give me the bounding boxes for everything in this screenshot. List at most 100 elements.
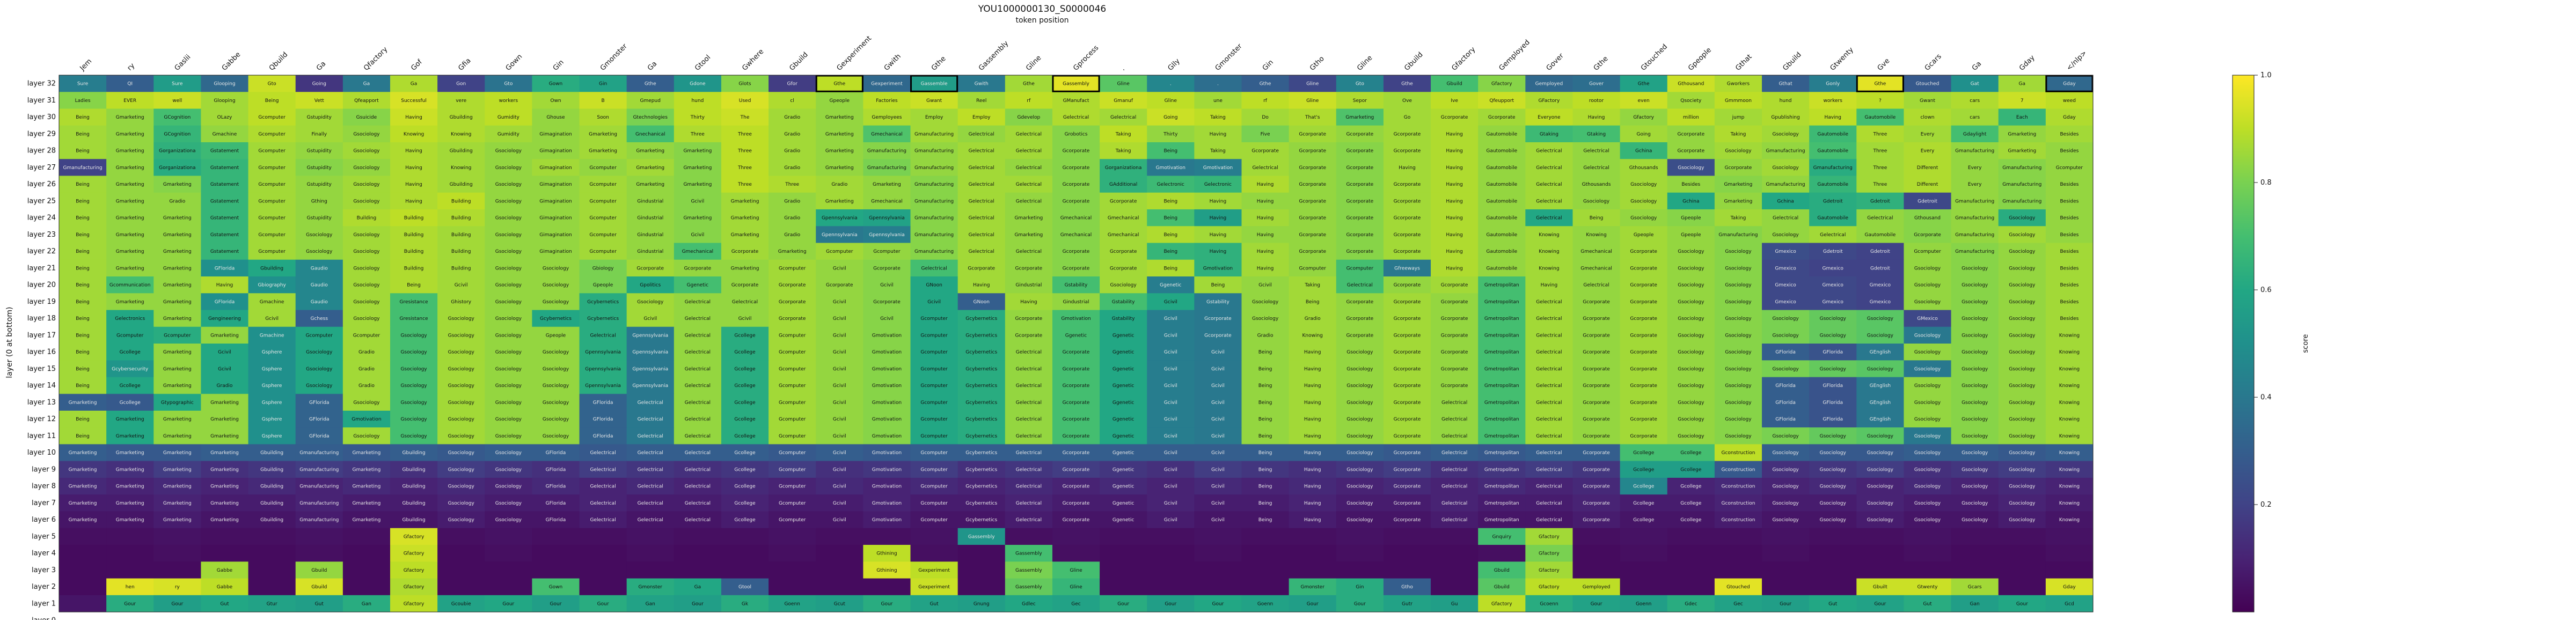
cell-label: Gmarketing bbox=[116, 115, 144, 120]
heatmap-cell bbox=[1904, 393, 1952, 411]
heatmap-cell bbox=[1194, 243, 1242, 260]
cell-label: Glooping bbox=[214, 82, 235, 87]
heatmap-cell bbox=[532, 444, 580, 462]
heatmap-cell bbox=[1998, 411, 2046, 428]
cell-label: Gmarketing bbox=[731, 266, 759, 271]
cell-label: Gstatement bbox=[210, 249, 239, 254]
cell-label: Each bbox=[2016, 115, 2028, 120]
cell-label: Gmarketing bbox=[163, 517, 192, 523]
cell-label: Gmexico bbox=[1775, 249, 1796, 254]
heatmap-cell bbox=[1762, 243, 1810, 260]
heatmap-cell bbox=[1336, 326, 1384, 344]
heatmap-cell bbox=[1431, 427, 1479, 444]
heatmap-cell bbox=[1289, 344, 1337, 361]
heatmap-cell bbox=[1241, 226, 1290, 243]
heatmap-cell bbox=[626, 578, 675, 596]
column-label: Gtwenty bbox=[1828, 46, 1855, 72]
heatmap-cell bbox=[1005, 344, 1053, 361]
heatmap-cell bbox=[1856, 393, 1904, 411]
cell-label: Gsociology bbox=[1773, 316, 1799, 322]
heatmap-cell bbox=[721, 461, 769, 478]
row-label: layer 21 bbox=[27, 264, 56, 272]
heatmap-cell bbox=[59, 209, 107, 227]
heatmap-cell bbox=[295, 192, 343, 210]
cell-label: Gcorporate bbox=[1583, 517, 1610, 523]
heatmap-cell bbox=[816, 444, 863, 462]
heatmap-cell bbox=[1525, 226, 1573, 243]
heatmap-cell bbox=[957, 344, 1006, 361]
cell-label: Gcomputer bbox=[258, 216, 286, 221]
cell-label: Gec bbox=[1733, 601, 1743, 607]
heatmap-cell bbox=[1336, 209, 1384, 227]
cell-label: Own bbox=[550, 98, 561, 104]
cell-label: Gcorporate bbox=[1394, 484, 1421, 490]
cell-label: Gcorporate bbox=[1394, 434, 1421, 439]
heatmap-cell bbox=[1052, 226, 1100, 243]
heatmap-cell bbox=[1714, 125, 1762, 143]
heatmap-cell bbox=[532, 243, 580, 260]
cell-label: Gmarketing bbox=[731, 199, 759, 204]
heatmap-cell bbox=[1762, 276, 1810, 294]
heatmap-cell bbox=[674, 595, 722, 612]
cell-label: Gbuilding bbox=[402, 501, 426, 506]
cell-label: Gdetroit bbox=[1870, 249, 1890, 254]
cell-label: Gcorporate bbox=[636, 266, 664, 271]
heatmap-cell bbox=[106, 461, 154, 478]
cell-label: Gmarketing bbox=[116, 149, 144, 154]
heatmap-cell bbox=[910, 209, 958, 227]
heatmap-cell bbox=[248, 75, 296, 92]
cell-label: Gsociology bbox=[1962, 383, 1988, 389]
cell-label: Gsociology bbox=[1678, 383, 1704, 389]
cell-label: Gstatement bbox=[210, 149, 239, 154]
heatmap-cell bbox=[532, 494, 580, 512]
heatmap-cell bbox=[1809, 377, 1857, 395]
cell-label: Besides bbox=[2060, 182, 2079, 187]
heatmap-cell bbox=[1289, 310, 1337, 327]
cell-label: Gto bbox=[1356, 82, 1365, 87]
heatmap-cell bbox=[1572, 326, 1621, 344]
heatmap-cell bbox=[106, 92, 154, 109]
row-label: layer 3 bbox=[32, 566, 56, 574]
heatmap-cell bbox=[1289, 444, 1337, 462]
heatmap-cell bbox=[1241, 545, 1290, 562]
heatmap-cell bbox=[1762, 578, 1810, 596]
heatmap-cell bbox=[626, 142, 675, 159]
cell-label: Gk bbox=[742, 601, 749, 607]
heatmap-cell bbox=[674, 444, 722, 462]
row-label: layer 15 bbox=[27, 365, 56, 373]
heatmap-cell bbox=[532, 293, 580, 310]
heatmap-cell bbox=[1904, 344, 1952, 361]
cell-label: Gstability bbox=[1206, 300, 1230, 305]
cell-label: Gsociology bbox=[353, 300, 380, 305]
heatmap-cell bbox=[863, 176, 911, 193]
heatmap-cell bbox=[295, 511, 343, 529]
cell-label: Gsociology bbox=[2009, 216, 2036, 221]
cell-label: Gcybernetics bbox=[965, 316, 997, 322]
heatmap-cell bbox=[59, 142, 107, 159]
cell-label: Having bbox=[1304, 450, 1321, 456]
heatmap-cell bbox=[863, 276, 911, 294]
cell-label: Gmotivation bbox=[872, 434, 902, 439]
cell-label: Different bbox=[1917, 182, 1938, 187]
heatmap-cell bbox=[248, 561, 296, 579]
cell-label: Besides bbox=[2060, 316, 2079, 322]
heatmap-cell bbox=[1241, 377, 1290, 395]
heatmap-cell bbox=[1052, 276, 1100, 294]
cell-label: Gelectrical bbox=[1536, 517, 1562, 523]
heatmap-cell bbox=[1525, 176, 1573, 193]
cell-label: GFlorida bbox=[1775, 400, 1796, 405]
heatmap-cell bbox=[201, 209, 249, 227]
heatmap-cell bbox=[816, 561, 863, 579]
cell-label: Gsociology bbox=[1630, 182, 1657, 187]
cell-label: Gsociology bbox=[306, 249, 333, 254]
heatmap-cell bbox=[626, 159, 675, 176]
cell-label: Gcomputer bbox=[258, 249, 286, 254]
heatmap-cell bbox=[1572, 595, 1621, 612]
heatmap-cell bbox=[957, 192, 1006, 210]
heatmap-cell bbox=[1383, 595, 1431, 612]
heatmap-cell bbox=[1714, 360, 1762, 377]
heatmap-cell bbox=[1998, 75, 2046, 92]
heatmap-cell bbox=[769, 209, 816, 227]
heatmap-cell bbox=[437, 243, 485, 260]
